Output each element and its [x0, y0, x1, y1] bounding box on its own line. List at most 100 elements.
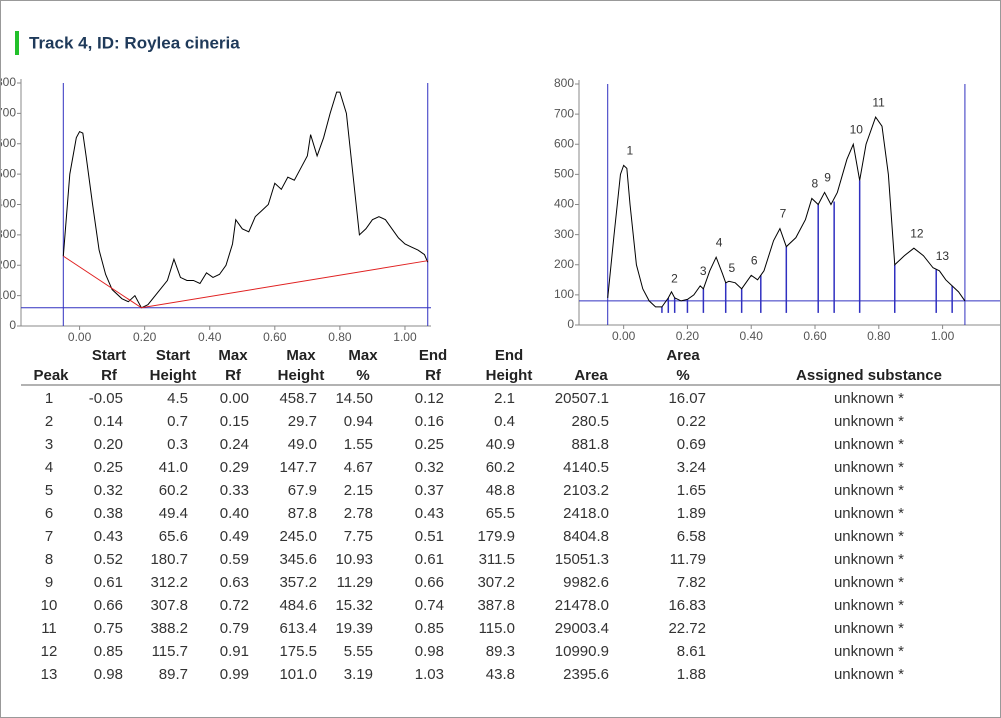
table-cell: 0.25 — [94, 459, 123, 476]
column-header: Max — [218, 347, 248, 364]
table-cell: 14.50 — [335, 390, 373, 407]
table-cell: 0.63 — [220, 574, 249, 591]
table-cell: 0.52 — [94, 551, 123, 568]
table-cell: 0.32 — [94, 482, 123, 499]
table-cell: 881.8 — [571, 436, 609, 453]
peak-label: 11 — [872, 95, 885, 109]
column-header: Rf — [225, 367, 242, 384]
x-tick-label: 0.20 — [676, 329, 700, 343]
table-cell: 1 — [45, 390, 53, 407]
table-cell: 22.72 — [668, 620, 706, 637]
table-cell: unknown * — [834, 390, 904, 407]
densitogram: 0 100 200 300 400 500 600 700 800 0.00 0.20 0.40 0.6… — [554, 76, 1000, 343]
table-cell: 0.61 — [94, 574, 123, 591]
table-cell: 4.5 — [167, 390, 188, 407]
table-cell: 15051.3 — [555, 551, 609, 568]
table-cell: 0.74 — [415, 597, 444, 614]
table-cell: 115.0 — [479, 620, 515, 637]
table-cell: 7.75 — [344, 528, 373, 545]
table-cell: unknown * — [834, 528, 904, 545]
x-tick-label: 0.40 — [198, 330, 222, 344]
table-cell: 0.85 — [94, 643, 123, 660]
x-tick-label: 0.80 — [328, 330, 352, 344]
table-cell: 0.4 — [494, 413, 515, 430]
table-cell: 4.67 — [344, 459, 373, 476]
peak-label: 10 — [850, 122, 864, 136]
table-cell: 0.40 — [220, 505, 249, 522]
y-tick-label: 200 — [1, 257, 16, 271]
table-cell: 0.66 — [415, 574, 444, 591]
curve — [62, 91, 429, 309]
table-cell: 67.9 — [288, 482, 317, 499]
table-cell: 7.82 — [677, 574, 706, 591]
table-cell: 115.7 — [152, 643, 188, 660]
table-cell: 0.43 — [94, 528, 123, 545]
table-cell: 9982.6 — [563, 574, 609, 591]
table-cell: unknown * — [834, 574, 904, 591]
table-cell: unknown * — [834, 643, 904, 660]
table-cell: 180.7 — [150, 551, 188, 568]
table-cell: 2.78 — [344, 505, 373, 522]
table-cell: 0.16 — [415, 413, 444, 430]
column-header: Height — [278, 367, 325, 384]
table-cell: 0.24 — [220, 436, 249, 453]
table-cell: 175.5 — [279, 643, 317, 660]
table-cell: 0.75 — [94, 620, 123, 637]
table-cell: unknown * — [834, 620, 904, 637]
column-header: Max — [348, 347, 378, 364]
table-cell: 0.91 — [220, 643, 249, 660]
curve — [63, 255, 428, 309]
table-cell: 1.03 — [415, 666, 444, 683]
table-cell: 484.6 — [279, 597, 317, 614]
table-cell: -0.05 — [89, 390, 123, 407]
table-cell: 10 — [41, 597, 58, 614]
table-cell: 12 — [41, 643, 58, 660]
table-cell: 89.3 — [486, 643, 515, 660]
table-cell: 11 — [41, 620, 57, 637]
table-cell: 387.8 — [477, 597, 515, 614]
charts: 01002003004005006007008000.000.200.400.6… — [1, 75, 1000, 344]
table-cell: unknown * — [834, 666, 904, 683]
table-cell: 147.7 — [279, 459, 317, 476]
table-cell: unknown * — [834, 505, 904, 522]
table-cell: 0.14 — [94, 413, 123, 430]
table-cell: 48.8 — [486, 482, 515, 499]
table-cell: 0.98 — [94, 666, 123, 683]
column-header: Height — [150, 367, 197, 384]
y-tick-label: 700 — [554, 106, 574, 120]
table-cell: 2.1 — [494, 390, 515, 407]
table-cell: 2 — [45, 413, 53, 430]
y-tick-label: 0 — [567, 317, 574, 331]
table-cell: 0.22 — [677, 413, 706, 430]
peak-label: 6 — [751, 253, 758, 267]
table-cell: 3.24 — [677, 459, 706, 476]
table-cell: unknown * — [834, 551, 904, 568]
table-cell: unknown * — [834, 436, 904, 453]
peak-label: 5 — [729, 261, 736, 275]
table-cell: 16.07 — [668, 390, 706, 407]
column-header: Start — [92, 347, 126, 364]
table-cell: 8 — [45, 551, 53, 568]
table-cell: 19.39 — [335, 620, 373, 637]
y-tick-label: 800 — [554, 76, 574, 90]
table-cell: 4 — [45, 459, 53, 476]
table-cell: 41.0 — [159, 459, 188, 476]
table-cell: 0.59 — [220, 551, 249, 568]
peak-label: 3 — [700, 264, 707, 278]
table-cell: 0.32 — [415, 459, 444, 476]
table-cell: 10990.9 — [555, 643, 609, 660]
table-cell: 60.2 — [159, 482, 188, 499]
track-marker — [15, 31, 19, 55]
table-cell: 3.19 — [344, 666, 373, 683]
table-cell: 245.0 — [279, 528, 317, 545]
x-tick-label: 0.00 — [612, 329, 636, 343]
column-header: Rf — [425, 367, 442, 384]
table-cell: 357.2 — [279, 574, 317, 591]
column-header: Area — [666, 347, 700, 364]
y-tick-label: 0 — [9, 318, 16, 332]
table-cell: 0.12 — [415, 390, 444, 407]
x-tick-label: 0.40 — [740, 329, 764, 343]
table-cell: 307.2 — [477, 574, 515, 591]
y-tick-label: 300 — [554, 227, 574, 241]
